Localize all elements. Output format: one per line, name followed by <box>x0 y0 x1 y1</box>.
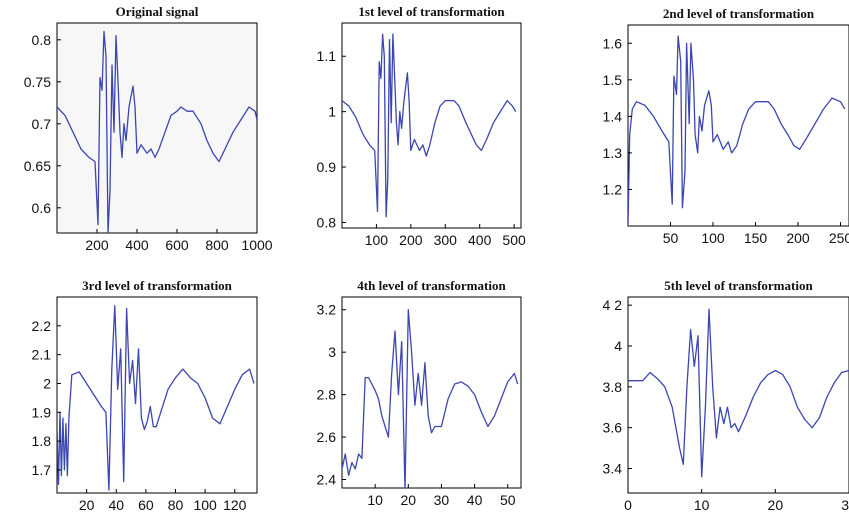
y-tick-label: 1.1 <box>317 48 337 64</box>
x-tick-label: 150 <box>744 230 768 246</box>
x-tick-label: 300 <box>434 232 458 248</box>
chart-title: 1st level of transformation <box>358 4 505 19</box>
chart-panel-3: 2nd level of transformation 50 100 150 200 25… <box>603 6 849 246</box>
y-tick-label: 2.6 <box>317 429 337 445</box>
x-tick-label: 250 <box>829 230 849 246</box>
x-tick-label: 30 <box>434 492 450 508</box>
y-tick-label: 3.2 <box>317 302 337 318</box>
x-tick-label: 800 <box>205 237 229 253</box>
x-tick-label: 400 <box>468 232 492 248</box>
y-tick-label: 3.8 <box>603 379 623 395</box>
y-tick-label: 4 2 <box>603 297 623 313</box>
x-tick-label: 20 <box>768 497 784 513</box>
plot-area <box>341 22 522 229</box>
x-tick-label: 40 <box>108 497 124 513</box>
y-tick-label: 0.75 <box>24 74 51 90</box>
y-tick-label: 2 <box>43 375 51 391</box>
series-line-1 <box>342 33 517 218</box>
y-tick-label: 0.8 <box>317 214 337 230</box>
y-tick-label: 0.8 <box>32 32 52 48</box>
x-tick-label: 50 <box>663 230 679 246</box>
chart-title: 3rd level of transformation <box>82 278 233 293</box>
y-tick-label: 0.7 <box>32 116 52 132</box>
chart-panel-6: 5th level of transformation 0 10 20 30 3.4 3.6… <box>603 278 849 513</box>
chart-panel-5: 4th level of transformation 10 20 30 40 50 2.4… <box>317 278 522 508</box>
series-line-1 <box>628 308 849 478</box>
y-tick-label: 4 <box>614 338 622 354</box>
y-tick-label: 2.8 <box>317 387 337 403</box>
x-tick-label: 400 <box>125 237 149 253</box>
y-tick-label: 3.6 <box>603 420 623 436</box>
plot-area <box>627 24 849 227</box>
x-tick-label: 200 <box>786 230 810 246</box>
chart-title: 5th level of transformation <box>664 278 813 293</box>
y-tick-label: 1.8 <box>32 433 52 449</box>
chart-panel-1: Original signal 200 400 600 800 1000 0.6 0.65 0.… <box>24 4 273 253</box>
x-tick-label: 1000 <box>241 237 272 253</box>
x-tick-label: 600 <box>165 237 189 253</box>
chart-title: 2nd level of transformation <box>663 6 815 21</box>
x-tick-label: 500 <box>502 232 526 248</box>
x-tick-label: 10 <box>694 497 710 513</box>
x-tick-label: 100 <box>701 230 725 246</box>
y-tick-label: 2.1 <box>32 347 52 363</box>
y-tick-label: 2.2 <box>32 318 52 334</box>
x-tick-label: 80 <box>168 497 184 513</box>
plot-area <box>627 296 849 494</box>
y-tick-label: 1.9 <box>32 404 52 420</box>
y-tick-label: 1 <box>328 104 336 120</box>
chart-title: Original signal <box>116 4 199 19</box>
y-tick-label: 1.5 <box>603 72 623 88</box>
y-tick-label: 3.4 <box>603 461 623 477</box>
chart-panel-4: 3rd level of transformation 20 40 60 80 100 12… <box>32 278 258 513</box>
x-tick-label: 120 <box>223 497 247 513</box>
x-tick-label: 20 <box>401 492 417 508</box>
series-line-1 <box>628 35 846 226</box>
chart-panel-2: 1st level of transformation 100 200 300 400 5… <box>317 4 526 248</box>
x-tick-label: 10 <box>367 492 383 508</box>
series-line-1 <box>57 304 255 491</box>
y-tick-label: 1.3 <box>603 145 623 161</box>
plot-area <box>341 296 522 489</box>
x-tick-label: 200 <box>85 237 109 253</box>
y-tick-label: 3 <box>328 344 336 360</box>
plot-area <box>56 22 258 234</box>
plot-area <box>56 296 258 494</box>
y-tick-label: 0.9 <box>317 159 337 175</box>
series-line-1 <box>57 30 257 233</box>
x-tick-label: 50 <box>500 492 516 508</box>
x-tick-label: 200 <box>399 232 423 248</box>
chart-title: 4th level of transformation <box>357 278 506 293</box>
x-tick-label: 100 <box>365 232 389 248</box>
x-tick-label: 40 <box>467 492 483 508</box>
y-tick-label: 1.2 <box>603 181 623 197</box>
y-tick-label: 0.65 <box>24 158 51 174</box>
x-tick-label: 20 <box>79 497 95 513</box>
x-tick-label: 60 <box>138 497 154 513</box>
x-tick-label: 0 <box>624 497 632 513</box>
y-tick-label: 1.4 <box>603 108 623 124</box>
y-tick-label: 1.7 <box>32 462 52 478</box>
y-tick-label: 0.6 <box>32 200 52 216</box>
series-line-1 <box>342 309 519 488</box>
x-tick-label: 100 <box>193 497 217 513</box>
y-tick-label: 2.4 <box>317 472 337 488</box>
x-tick-label: 30 <box>841 497 849 513</box>
y-tick-label: 1.6 <box>603 35 623 51</box>
